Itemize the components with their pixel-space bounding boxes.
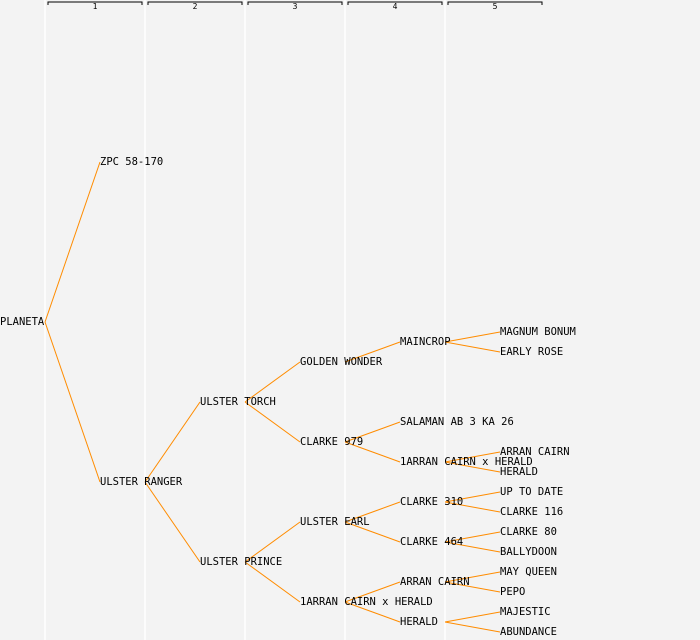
generation-header: 1 2 3 4 5: [47, 1, 543, 11]
pedigree-node[interactable]: HERALD: [500, 466, 538, 478]
pedigree-edge: [344, 521, 401, 543]
pedigree-edge: [444, 491, 501, 503]
column-separators: [44, 0, 446, 640]
pedigree-edge: [44, 321, 101, 483]
pedigree-edge: [444, 451, 501, 463]
pedigree-edge: [244, 401, 301, 443]
pedigree-edge: [144, 481, 201, 563]
pedigree-node[interactable]: ABUNDANCE: [500, 626, 557, 638]
pedigree-node[interactable]: MAJESTIC: [500, 606, 551, 618]
generation-number: 1: [93, 2, 98, 11]
pedigree-edge: [244, 361, 301, 403]
pedigree-node[interactable]: EARLY ROSE: [500, 346, 563, 358]
pedigree-node[interactable]: ARRAN CAIRN: [400, 576, 470, 588]
pedigree-edge: [444, 341, 501, 353]
pedigree-node[interactable]: CLARKE 979: [300, 436, 363, 448]
pedigree-edge: [344, 581, 401, 603]
generation-bracket: [447, 1, 543, 5]
pedigree-edge: [444, 581, 501, 593]
pedigree-node[interactable]: HERALD: [400, 616, 438, 628]
pedigree-node[interactable]: ULSTER PRINCE: [200, 556, 282, 568]
pedigree-edge: [444, 611, 501, 623]
pedigree-node[interactable]: 1ARRAN CAIRN x HERALD: [400, 456, 533, 468]
generation-number: 4: [393, 2, 398, 11]
pedigree-edge: [444, 501, 501, 513]
pedigree-edge: [444, 331, 501, 343]
generation-number: 3: [293, 2, 298, 11]
pedigree-node[interactable]: MAINCROP: [400, 336, 451, 348]
pedigree-edge: [244, 561, 301, 603]
pedigree-edge: [44, 161, 101, 323]
pedigree-node[interactable]: BALLYDOON: [500, 546, 557, 558]
pedigree-node[interactable]: CLARKE 464: [400, 536, 463, 548]
generation-bracket: [347, 1, 443, 5]
pedigree-edge: [344, 501, 401, 523]
nodes: PLANETA ZPC 58-170 ULSTER RANGER ULSTER TOR…: [0, 156, 576, 638]
pedigree-edge: [144, 401, 201, 483]
pedigree-node[interactable]: MAGNUM BONUM: [500, 326, 576, 338]
pedigree-node[interactable]: SALAMAN AB 3 KA 26: [400, 416, 514, 428]
generation-number: 5: [493, 2, 498, 11]
pedigree-edge: [344, 441, 401, 463]
pedigree-edge: [444, 531, 501, 543]
pedigree-node[interactable]: MAY QUEEN: [500, 566, 557, 578]
pedigree-node[interactable]: ARRAN CAIRN: [500, 446, 570, 458]
pedigree-edge: [444, 461, 501, 473]
pedigree-node[interactable]: ULSTER RANGER: [100, 476, 183, 488]
pedigree-node[interactable]: ULSTER TORCH: [200, 396, 276, 408]
pedigree-node[interactable]: PEPO: [500, 586, 525, 598]
pedigree-node[interactable]: 1ARRAN CAIRN x HERALD: [300, 596, 433, 608]
pedigree-node[interactable]: CLARKE 80: [500, 526, 557, 538]
pedigree-edge: [244, 521, 301, 563]
pedigree-edge: [444, 571, 501, 583]
pedigree-node[interactable]: GOLDEN WONDER: [300, 356, 383, 368]
pedigree-edge: [444, 621, 501, 633]
pedigree-node[interactable]: CLARKE 116: [500, 506, 563, 518]
pedigree-node[interactable]: ULSTER EARL: [300, 516, 370, 528]
generation-bracket: [247, 1, 343, 5]
edges: [44, 161, 501, 633]
pedigree-edge: [444, 541, 501, 553]
generation-number: 2: [193, 2, 198, 11]
pedigree-node[interactable]: ZPC 58-170: [100, 156, 163, 168]
pedigree-edge: [344, 601, 401, 623]
generation-bracket: [47, 1, 143, 5]
pedigree-node[interactable]: UP TO DATE: [500, 486, 563, 498]
generation-bracket: [147, 1, 243, 5]
pedigree-node[interactable]: PLANETA: [0, 316, 45, 328]
pedigree-node[interactable]: CLARKE 310: [400, 496, 463, 508]
pedigree-edge: [344, 341, 401, 363]
pedigree-edge: [344, 421, 401, 443]
